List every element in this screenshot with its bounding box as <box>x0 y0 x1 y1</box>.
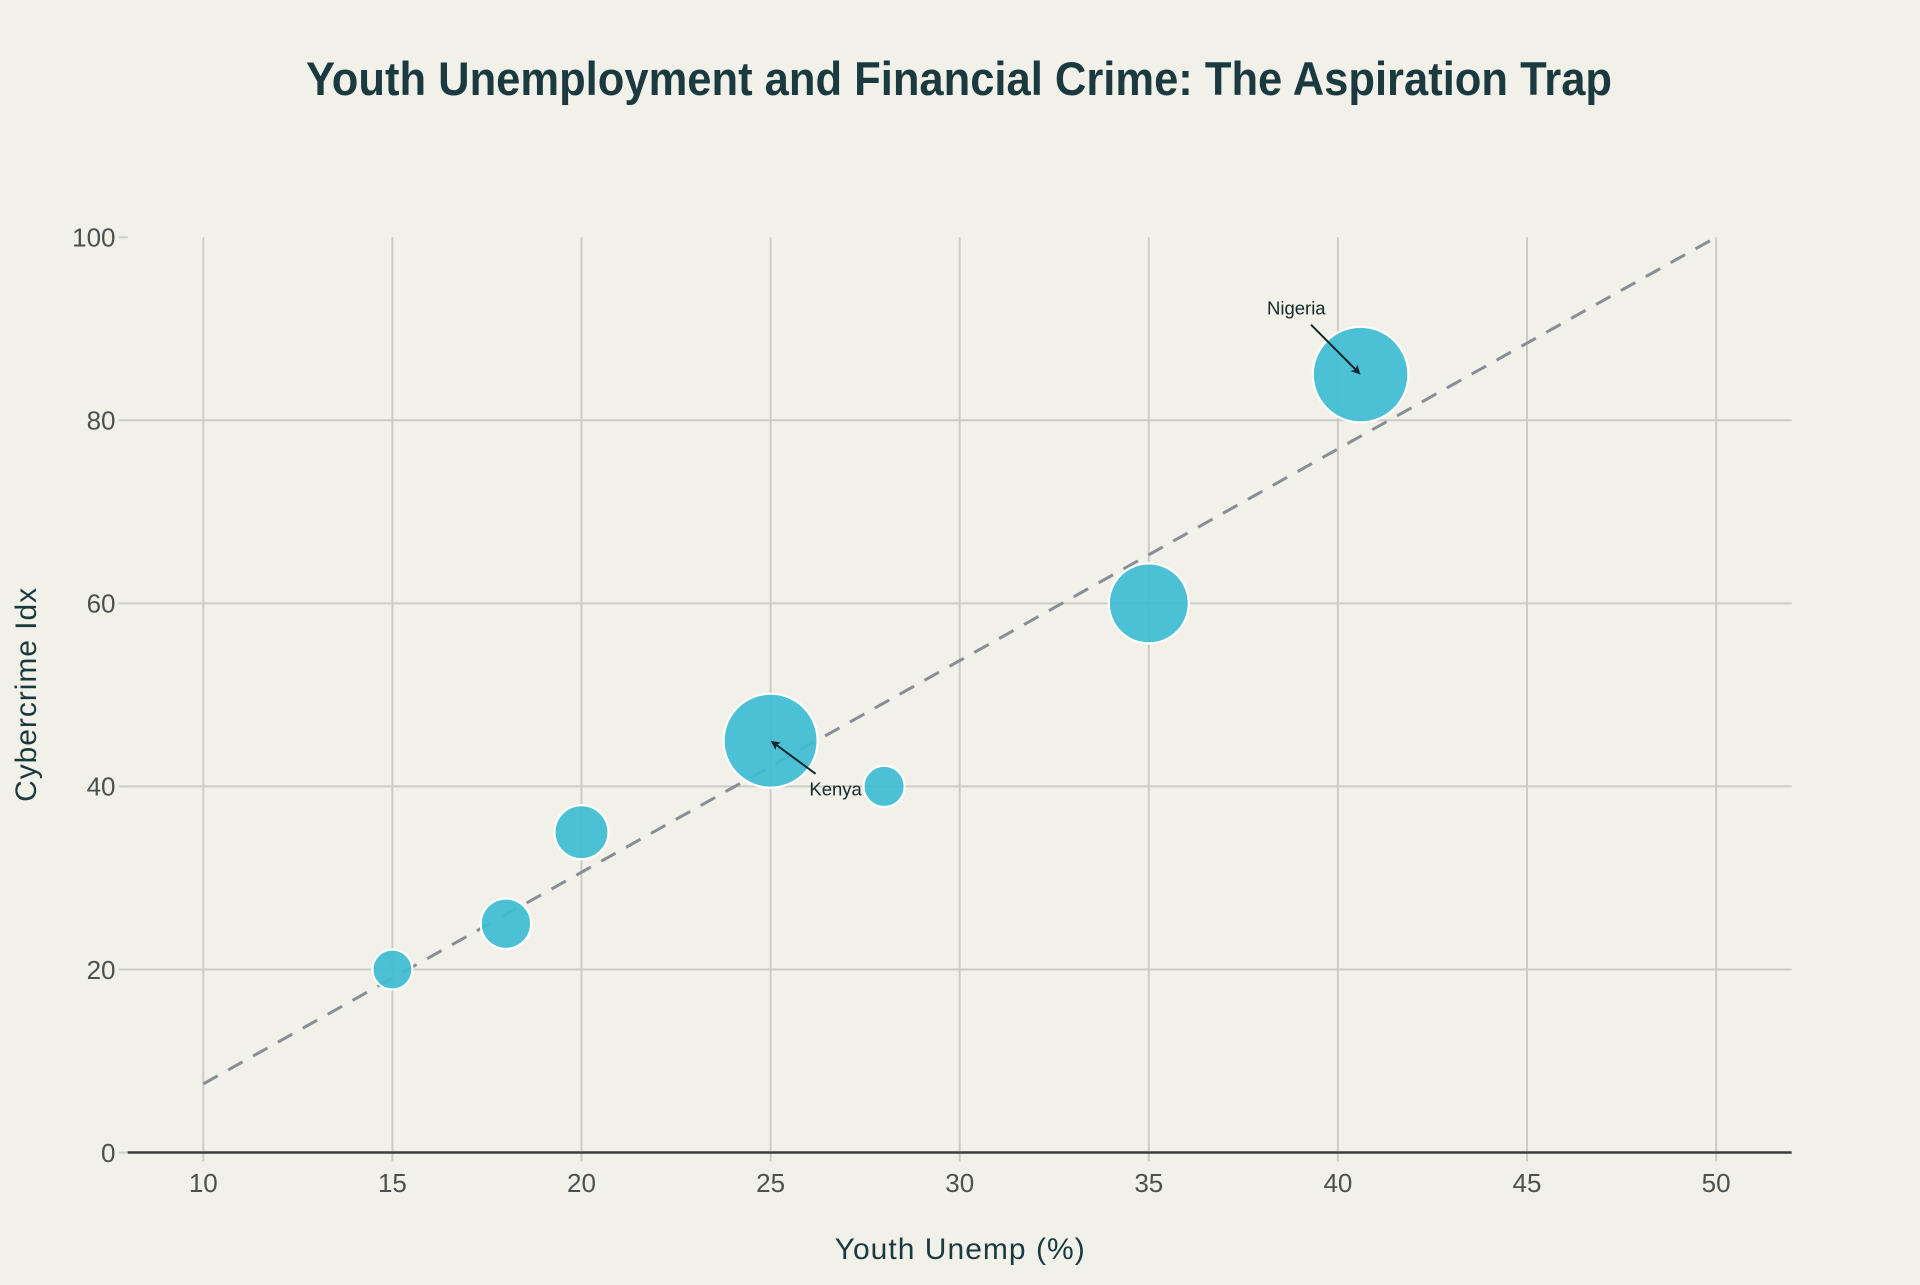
svg-text:Cybercrime Idx: Cybercrime Idx <box>10 588 43 802</box>
svg-text:80: 80 <box>87 406 116 436</box>
svg-text:25: 25 <box>756 1168 785 1198</box>
svg-text:15: 15 <box>378 1168 407 1198</box>
svg-text:40: 40 <box>1323 1168 1352 1198</box>
svg-text:45: 45 <box>1513 1168 1542 1198</box>
svg-text:20: 20 <box>87 955 116 985</box>
svg-text:0: 0 <box>101 1138 115 1168</box>
svg-text:60: 60 <box>87 589 116 619</box>
svg-text:10: 10 <box>189 1168 218 1198</box>
svg-text:Youth Unemployment and Financi: Youth Unemployment and Financial Crime: … <box>306 52 1612 105</box>
svg-text:35: 35 <box>1134 1168 1163 1198</box>
svg-text:20: 20 <box>567 1168 596 1198</box>
svg-text:Kenya: Kenya <box>809 778 862 799</box>
svg-text:100: 100 <box>72 223 115 253</box>
svg-text:30: 30 <box>945 1168 974 1198</box>
svg-text:40: 40 <box>87 772 116 802</box>
svg-text:Youth Unemp (%): Youth Unemp (%) <box>835 1233 1085 1266</box>
svg-text:Nigeria: Nigeria <box>1267 298 1326 319</box>
svg-text:50: 50 <box>1702 1168 1731 1198</box>
